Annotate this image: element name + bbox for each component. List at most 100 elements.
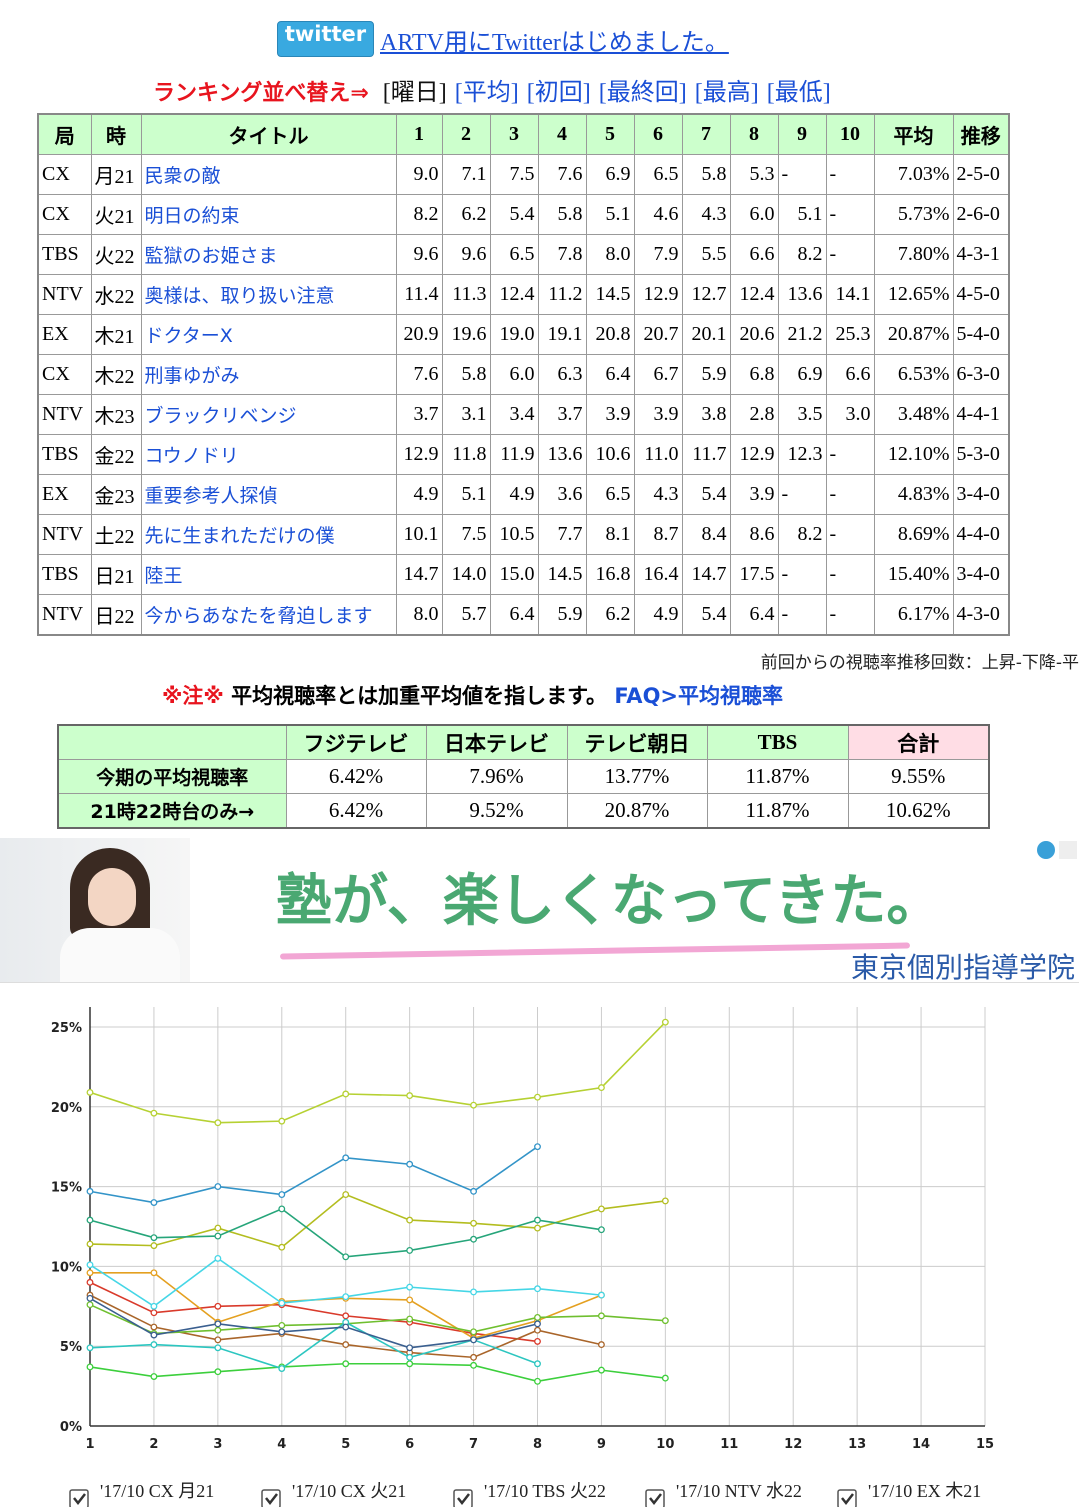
cell: EX (37, 474, 92, 515)
header-cell: 7 (681, 113, 731, 155)
cell: - (825, 154, 875, 195)
cell: 4.3 (633, 474, 683, 515)
data-point (406, 1216, 414, 1224)
cell: 12.4 (489, 274, 539, 315)
legend-checkbox (837, 1489, 857, 1507)
legend-label: '17/10 TBS 火22 (484, 1481, 606, 1501)
sort-link[interactable]: [初回] (526, 80, 591, 106)
title-link[interactable]: 民衆の敵 (140, 154, 397, 195)
cell: TBS (37, 434, 92, 475)
data-point (86, 1344, 94, 1352)
cell: 20.8 (585, 314, 635, 355)
header-cell: テレビ朝日 (566, 724, 708, 760)
header-cell: 9 (777, 113, 827, 155)
header-cell: 3 (489, 113, 539, 155)
cell: 金23 (90, 474, 142, 515)
cell: - (825, 474, 875, 515)
ad-close-icon[interactable] (1059, 841, 1077, 859)
cell: 5.4 (681, 594, 731, 636)
header-cell: 2 (441, 113, 491, 155)
cell: 3.9 (585, 394, 635, 435)
cell: - (777, 474, 827, 515)
sort-label: ランキング並べ替え⇒ (153, 81, 369, 106)
sort-link[interactable]: [平均] (454, 80, 519, 106)
ad-banner[interactable]: 塾が、楽しくなってきた。 東京個別指導学院 (0, 838, 1079, 983)
data-point (214, 1320, 222, 1328)
ad-underline (279, 942, 911, 960)
data-point (406, 1283, 414, 1291)
data-point (278, 1321, 286, 1329)
sort-link[interactable]: [最高] (694, 80, 759, 106)
cell: 10.62% (847, 793, 990, 829)
cell: 9.55% (847, 759, 990, 794)
series-line (89, 1321, 538, 1370)
cell: 3-4-0 (952, 554, 1010, 595)
data-point (406, 1160, 414, 1168)
data-point (406, 1092, 414, 1100)
series-line (89, 1146, 538, 1204)
title-link[interactable]: 重要参考人探偵 (140, 474, 397, 515)
cell: CX (37, 154, 92, 195)
header-row: フジテレビ 日本テレビ テレビ朝日 TBS 合計 (57, 724, 990, 760)
cell: 12.3 (777, 434, 827, 475)
x-tick-label: 6 (405, 1437, 414, 1452)
title-link[interactable]: 監獄のお姫さま (140, 234, 397, 275)
cell: 6-3-0 (952, 354, 1010, 395)
data-point (342, 1293, 350, 1301)
data-point (470, 1187, 478, 1195)
title-link[interactable]: 先に生まれただけの僕 (140, 514, 397, 555)
twitter-link[interactable]: ARTV用にTwitterはじめました。 (380, 30, 729, 56)
cell: 6.6 (729, 234, 779, 275)
cell: 4-5-0 (952, 274, 1010, 315)
cell: 3.9 (729, 474, 779, 515)
cell: EX (37, 314, 92, 355)
faq-link[interactable]: FAQ>平均視聴率 (614, 684, 784, 708)
header-cell: 推移 (952, 113, 1010, 155)
data-point (470, 1219, 478, 1227)
cell: 3.5 (777, 394, 827, 435)
data-point (278, 1243, 286, 1251)
title-link[interactable]: ブラックリベンジ (140, 394, 397, 435)
sort-link[interactable]: [最終回] (598, 80, 687, 106)
cell: 16.8 (585, 554, 635, 595)
title-link[interactable]: 明日の約束 (140, 194, 397, 235)
table-row: TBS 日21 陸王 14.7 14.0 15.0 14.5 16.8 16.4 14.7 17.5… (37, 554, 1010, 595)
title-link[interactable]: ドクターX (140, 314, 397, 355)
data-point (214, 1183, 222, 1191)
title-link[interactable]: 陸王 (140, 554, 397, 595)
cell: 木23 (90, 394, 142, 435)
table-row: NTV 土22 先に生まれただけの僕 10.1 7.5 10.5 7.7 8.1 8.7 8.4 8… (37, 514, 1010, 555)
data-point (86, 1216, 94, 1224)
title-link[interactable]: 今からあなたを脅迫します (140, 594, 397, 636)
table-row: CX 木22 刑事ゆがみ 7.6 5.8 6.0 6.3 6.4 6.7 5.9 6.8 6.9 6.6… (37, 354, 1010, 395)
data-point (597, 1366, 605, 1374)
sort-link[interactable]: [最低] (766, 80, 831, 106)
cell: 5.73% (873, 194, 954, 235)
data-point (150, 1341, 158, 1349)
title-link[interactable]: 奥様は、取り扱い注意 (140, 274, 397, 315)
twitter-logo: twitter (284, 22, 367, 46)
header-cell: 局 (37, 113, 92, 155)
cell: 6.4 (729, 594, 779, 636)
twitter-button[interactable]: twitter (277, 21, 374, 57)
cell: 6.6 (825, 354, 875, 395)
cell: 5.8 (681, 154, 731, 195)
cell: 4.9 (633, 594, 683, 636)
cell: 6.4 (489, 594, 539, 636)
data-point (597, 1341, 605, 1349)
title-link[interactable]: 刑事ゆがみ (140, 354, 397, 395)
x-tick-label: 5 (341, 1437, 350, 1452)
cell: 6.5 (633, 154, 683, 195)
data-point (342, 1360, 350, 1368)
cell: 11.4 (395, 274, 443, 315)
cell: 3.7 (395, 394, 443, 435)
title-link[interactable]: コウノドリ (140, 434, 397, 475)
data-point (214, 1224, 222, 1232)
data-point (86, 1240, 94, 1248)
cell: - (825, 554, 875, 595)
x-tick-label: 13 (848, 1437, 866, 1452)
ad-info-icon[interactable] (1037, 841, 1055, 859)
cell: NTV (37, 514, 92, 555)
data-point (214, 1254, 222, 1262)
data-point (342, 1312, 350, 1320)
